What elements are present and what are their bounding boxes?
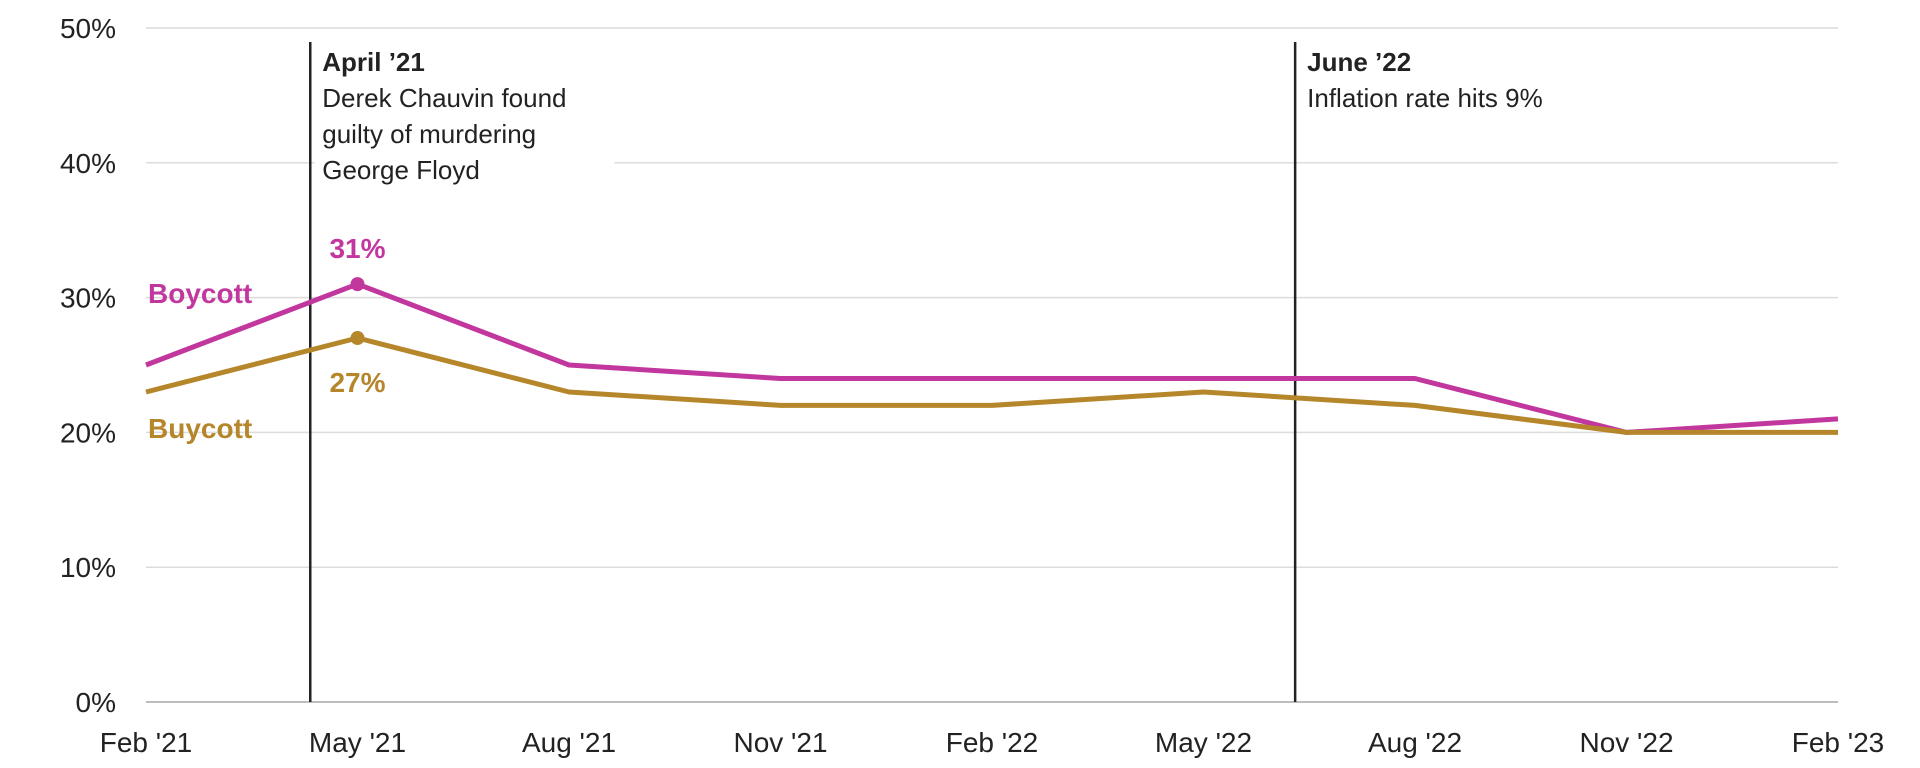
x-tick-label: Feb '22 xyxy=(946,727,1039,758)
x-axis-ticks: Feb '21 May '21 Aug '21 Nov '21 Feb '22 May '… xyxy=(100,727,1885,758)
series-label-boycott: Boycott xyxy=(148,278,252,309)
x-tick-label: Aug '21 xyxy=(522,727,616,758)
annotation-text: Inflation rate hits 9% xyxy=(1307,83,1543,113)
y-tick-label: 10% xyxy=(60,552,116,583)
y-axis-ticks: 0% 10% 20% 30% 40% 50% xyxy=(60,13,116,718)
x-tick-label: Feb '23 xyxy=(1792,727,1885,758)
x-tick-label: Nov '22 xyxy=(1579,727,1673,758)
y-tick-label: 40% xyxy=(60,148,116,179)
y-tick-label: 50% xyxy=(60,13,116,44)
annotation-backdrop xyxy=(1299,44,1590,116)
annotation-text: guilty of murdering xyxy=(322,119,536,149)
series-lines xyxy=(145,281,1839,435)
x-tick-label: Aug '22 xyxy=(1368,727,1462,758)
data-label: 31% xyxy=(329,233,385,264)
event-annotations: April ’21 Derek Chauvin found guilty of mu… xyxy=(309,42,1590,702)
series-line-buycott xyxy=(145,335,1838,435)
x-tick-label: May '21 xyxy=(309,727,406,758)
annotation-title: April ’21 xyxy=(322,47,425,77)
highlight-dot xyxy=(350,331,365,346)
series-label-buycott: Buycott xyxy=(148,413,252,444)
x-tick-label: May '22 xyxy=(1155,727,1252,758)
y-tick-label: 0% xyxy=(76,687,116,718)
highlight-dot xyxy=(350,277,365,292)
annotation-text: George Floyd xyxy=(322,155,480,185)
y-tick-label: 20% xyxy=(60,417,116,448)
series-line-boycott xyxy=(145,281,1839,435)
x-tick-label: Feb '21 xyxy=(100,727,193,758)
annotation-backdrop xyxy=(314,44,615,188)
series-labels: Boycott Buycott 31% 27% xyxy=(148,233,386,444)
x-tick-label: Nov '21 xyxy=(733,727,827,758)
annotation-text: Derek Chauvin found xyxy=(322,83,566,113)
annotation-title: June ’22 xyxy=(1307,47,1411,77)
y-tick-label: 30% xyxy=(60,283,116,314)
data-label: 27% xyxy=(329,367,385,398)
